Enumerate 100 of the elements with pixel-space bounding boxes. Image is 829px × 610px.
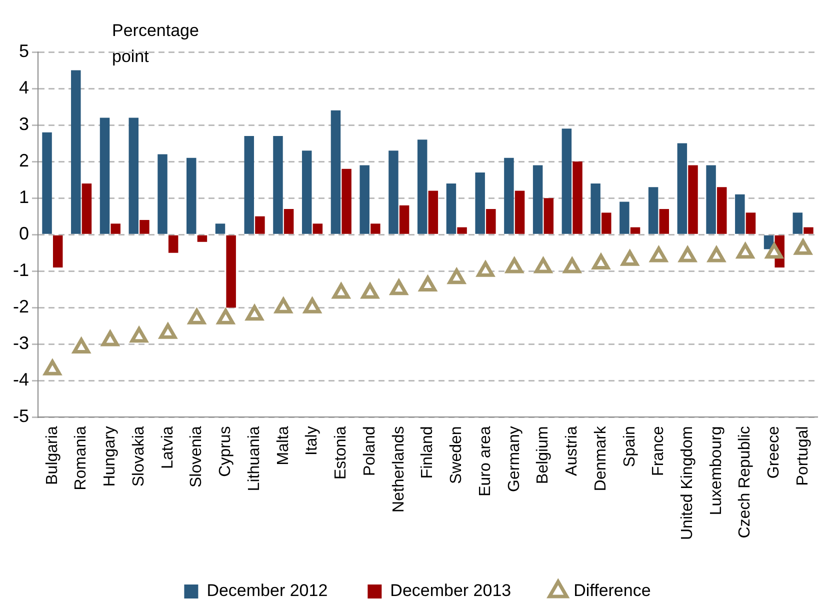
bar — [140, 220, 150, 234]
x-tick-label: Denmark — [592, 425, 610, 492]
bar — [428, 190, 438, 234]
bar — [42, 132, 52, 234]
point — [448, 268, 466, 284]
x-tick-label: Greece — [766, 426, 783, 479]
bar — [630, 227, 640, 234]
x-tick-label: Luxembourg — [708, 426, 725, 516]
bar — [284, 209, 294, 234]
bar — [215, 224, 226, 234]
x-tick-label: Hungary — [102, 426, 119, 487]
bar — [504, 158, 514, 234]
x-tick-label: Netherlands — [390, 426, 408, 512]
point — [130, 327, 148, 343]
bar — [370, 224, 380, 234]
point — [534, 258, 552, 274]
point — [766, 243, 783, 259]
bar — [486, 209, 496, 234]
bar — [457, 227, 467, 234]
bar — [620, 202, 630, 234]
point — [563, 258, 581, 274]
bar — [804, 227, 814, 234]
y-tick-label: 4 — [18, 77, 30, 98]
x-tick-label: Slovenia — [188, 426, 206, 488]
point — [678, 246, 696, 262]
point — [216, 308, 234, 324]
point — [44, 360, 62, 376]
y-tick-label: 5 — [18, 40, 30, 61]
x-tick-label: Estonia — [332, 426, 350, 480]
bar — [677, 143, 688, 234]
point — [274, 298, 292, 314]
legend-label: December 2013 — [390, 581, 512, 600]
bar — [648, 187, 658, 234]
y-axis-title: Percentage point — [112, 20, 200, 68]
bar — [52, 235, 63, 268]
bar — [417, 140, 428, 234]
y-tick-label: 2 — [18, 150, 30, 171]
x-tick-label: Spain — [621, 426, 638, 468]
y-tick-label: -4 — [12, 370, 30, 390]
bar — [110, 224, 120, 234]
y-tick-label: -2 — [12, 296, 30, 317]
x-tick-label: Slovakia — [130, 426, 148, 487]
x-tick-label: Romania — [72, 426, 90, 490]
x-tick-label: Austria — [564, 426, 581, 476]
bar — [158, 154, 168, 234]
y-tick-label: 1 — [18, 187, 30, 208]
bar — [706, 165, 716, 234]
x-tick-label: Bulgaria — [44, 426, 61, 485]
point — [650, 246, 668, 262]
bar — [226, 235, 236, 308]
bar — [572, 162, 582, 234]
bar — [562, 128, 572, 234]
bar — [244, 136, 254, 234]
bar — [688, 165, 698, 234]
point — [332, 283, 350, 299]
y-tick-label: -3 — [12, 333, 30, 354]
bar — [475, 172, 485, 234]
x-tick-label: Latvia — [159, 426, 176, 469]
x-tick-label: Germany — [506, 426, 523, 492]
bar — [312, 224, 323, 234]
point — [621, 250, 639, 266]
bar — [255, 216, 265, 234]
bar — [514, 190, 525, 234]
bar — [388, 150, 398, 234]
point — [159, 323, 177, 339]
point — [390, 280, 408, 296]
point — [72, 338, 90, 354]
bar — [590, 183, 600, 234]
bar — [186, 158, 196, 234]
x-tick-label: Italy — [304, 426, 321, 456]
x-tick-label: Poland — [361, 426, 378, 476]
bar — [399, 205, 410, 234]
y-tick-label: 0 — [18, 224, 30, 244]
bar — [82, 183, 92, 234]
point — [246, 305, 264, 321]
bar — [446, 183, 456, 234]
bar — [302, 150, 312, 234]
x-tick-label: France — [650, 426, 668, 476]
bar — [544, 198, 554, 234]
bar — [168, 235, 178, 253]
bar — [735, 194, 745, 234]
bar — [659, 209, 669, 234]
point — [419, 276, 436, 292]
legend-label: December 2012 — [206, 581, 328, 600]
x-tick-label: Belgium — [534, 426, 552, 484]
x-tick-label: United Kingdom — [678, 426, 696, 540]
bar — [273, 136, 283, 234]
bar — [342, 168, 352, 234]
x-tick-label: Lithuania — [246, 426, 263, 492]
point — [592, 254, 610, 270]
x-tick-label: Malta — [274, 426, 292, 466]
bar — [792, 212, 803, 234]
bar — [746, 212, 756, 234]
y-tick-label: 3 — [18, 114, 30, 134]
bar — [330, 110, 341, 234]
point — [476, 261, 494, 277]
x-tick-label: Sweden — [448, 426, 466, 484]
point — [506, 258, 524, 274]
point — [736, 243, 754, 259]
legend-label: Difference — [574, 581, 651, 600]
